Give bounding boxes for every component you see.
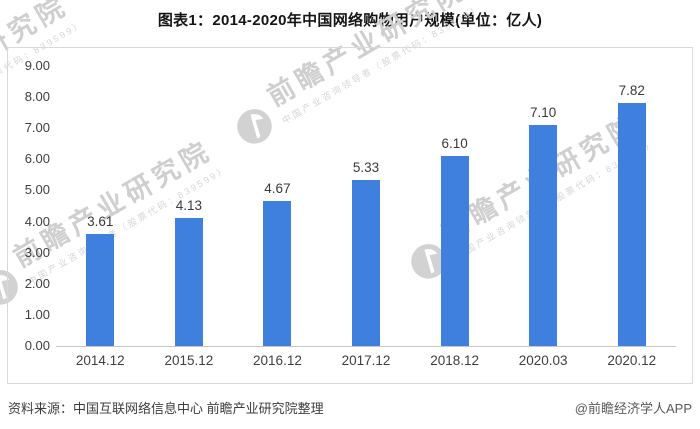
y-tick-label: 2.00 <box>24 275 50 291</box>
y-tick-label: 3.00 <box>24 244 50 260</box>
bar-column: 7.82 <box>587 48 676 346</box>
bar-column: 5.33 <box>322 48 411 346</box>
y-tick-label: 7.00 <box>24 120 50 136</box>
x-category-label: 2020.03 <box>518 353 568 368</box>
credit-note: @前瞻经济学人APP <box>574 401 692 416</box>
bar <box>440 156 469 346</box>
y-tick-label: 4.00 <box>24 213 50 229</box>
bar <box>174 217 203 346</box>
bar-value-label: 7.10 <box>530 105 557 121</box>
x-category-label: 2014.12 <box>75 353 125 368</box>
x-category-label: 2015.12 <box>164 353 214 368</box>
x-category-label: 2016.12 <box>253 353 302 368</box>
bar-value-label: 6.10 <box>441 136 468 152</box>
plot-area: 3.61 4.13 4.67 5.33 6.10 7.10 7.82 <box>56 48 676 347</box>
chart-title: 图表1：2014-2020年中国网络购物用户规模(单位：亿人) <box>157 12 543 29</box>
bar-value-label: 4.67 <box>264 180 291 196</box>
x-category-label: 2020.12 <box>607 353 657 368</box>
y-tick-label: 0.00 <box>24 338 50 353</box>
source-note: 资料来源：中国互联网络信息中心 前瞻产业研究院整理 <box>8 401 324 416</box>
bar <box>617 102 646 346</box>
bar-value-label: 4.13 <box>175 197 202 213</box>
bar-column: 7.10 <box>499 48 588 346</box>
bar <box>263 200 292 346</box>
bar <box>86 233 115 346</box>
bar-value-label: 3.61 <box>87 213 114 229</box>
bar <box>352 180 381 346</box>
x-category-label: 2017.12 <box>341 353 391 368</box>
y-tick-label: 9.00 <box>24 58 50 73</box>
bar-column: 3.61 <box>56 48 145 346</box>
bar-value-label: 7.82 <box>618 82 645 98</box>
x-category-label: 2018.12 <box>430 353 479 368</box>
bar-column: 4.13 <box>145 48 234 346</box>
bar <box>529 125 558 346</box>
x-axis: 2014.12 2015.12 2016.12 2017.12 2018.12 2020.… <box>56 352 676 370</box>
bar-column: 6.10 <box>410 48 499 346</box>
y-tick-label: 1.00 <box>24 306 50 322</box>
footer: 资料来源：中国互联网络信息中心 前瞻产业研究院整理 @前瞻经济学人APP <box>8 398 692 417</box>
y-tick-label: 5.00 <box>24 182 50 198</box>
plot-frame: 0.00 1.00 2.00 3.00 4.00 5.00 6.00 7.00 8.00 9.00… <box>7 47 693 384</box>
y-tick-label: 6.00 <box>24 151 50 167</box>
y-tick-label: 8.00 <box>24 89 50 105</box>
bar-value-label: 5.33 <box>352 160 380 176</box>
bar-column: 4.67 <box>233 48 322 346</box>
